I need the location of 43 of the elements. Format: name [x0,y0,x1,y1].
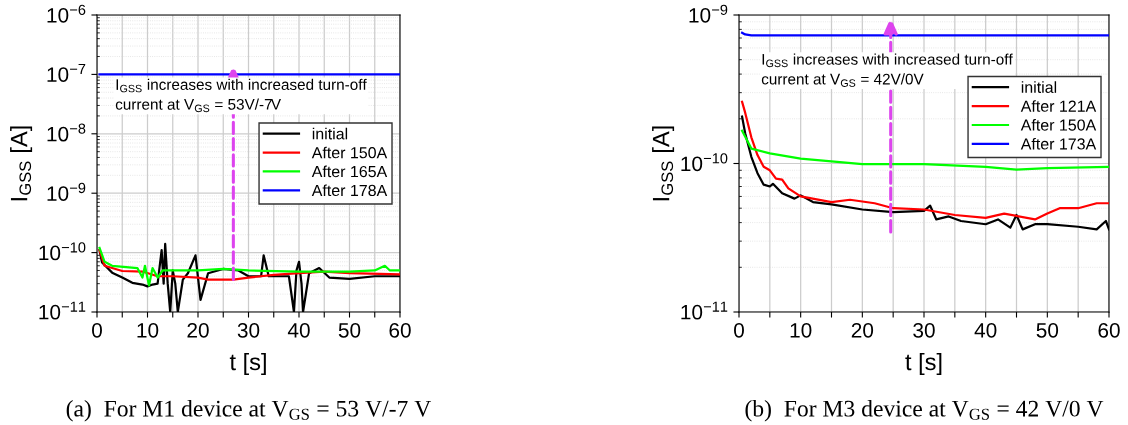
x-tick-label: 60 [1098,322,1120,338]
line-series [740,129,1109,171]
x-tick-label: 50 [1036,322,1059,338]
x-tick-label: 30 [237,322,260,338]
x-tick-label: 10 [790,322,812,338]
y-axis-title: I$_{GSS}$ [A] [652,126,675,201]
x-tick-label: 60 [389,322,411,338]
y-tick-label: 10$^{−10}$ [681,153,728,172]
y-tick-label: 10$^{−8}$ [47,123,86,142]
x-axis-title: t [s] [905,352,942,375]
annotation: I$_{GSS}$ increases with increased turn-off current at V$_{GS}$ = 42V/0V [761,53,1013,87]
x-tick-label: 20 [851,322,874,338]
text: (b) For M3 device at V$_{GS}$ = 42 V/0 V [745,400,1104,422]
x-tick-label: 0 [92,322,102,338]
y-tick-label: 10$^{−11}$ [39,301,86,320]
x-tick-label: 10 [137,322,159,338]
y-tick-label: 10$^{−6}$ [47,4,86,23]
y-axis-title: I$_{GSS}$ [A] [10,126,33,201]
line-series [740,100,1109,221]
y-tick-label: 10$^{−9}$ [689,4,728,23]
legend-label: initial [1021,81,1057,93]
legend-label: After 165A [311,165,388,178]
x-tick-label: 0 [734,322,744,338]
legend-label: After 173A [1020,137,1097,150]
legend-label: After 178A [311,184,388,197]
y-tick-label: 10$^{−9}$ [47,182,86,201]
x-tick-label: 40 [287,322,310,338]
line-series [98,246,400,287]
y-tick-label: 10$^{−7}$ [47,64,86,82]
annotation: I$_{GSS}$ increases with increased turn-off current at V$_{GS}$ = 53V/-7V [115,78,367,113]
legend-label: After 150A [311,146,388,159]
legend-label: After 150A [1020,119,1097,131]
legend-label: After 121A [1020,100,1097,112]
y-tick-label: 10$^{−11}$ [681,301,728,320]
x-tick-label: 30 [913,322,935,338]
x-tick-label: 40 [974,322,997,338]
line-series [98,249,400,281]
text: (a) For M1 device at V$_{GS}$ = 53 V/-7 V [66,400,432,422]
x-tick-label: 50 [338,322,361,338]
x-tick-label: 20 [187,322,209,338]
x-axis-title: t [s] [229,352,266,375]
legend-label: initial [312,127,348,140]
y-tick-label: 10$^{−10}$ [39,242,86,261]
